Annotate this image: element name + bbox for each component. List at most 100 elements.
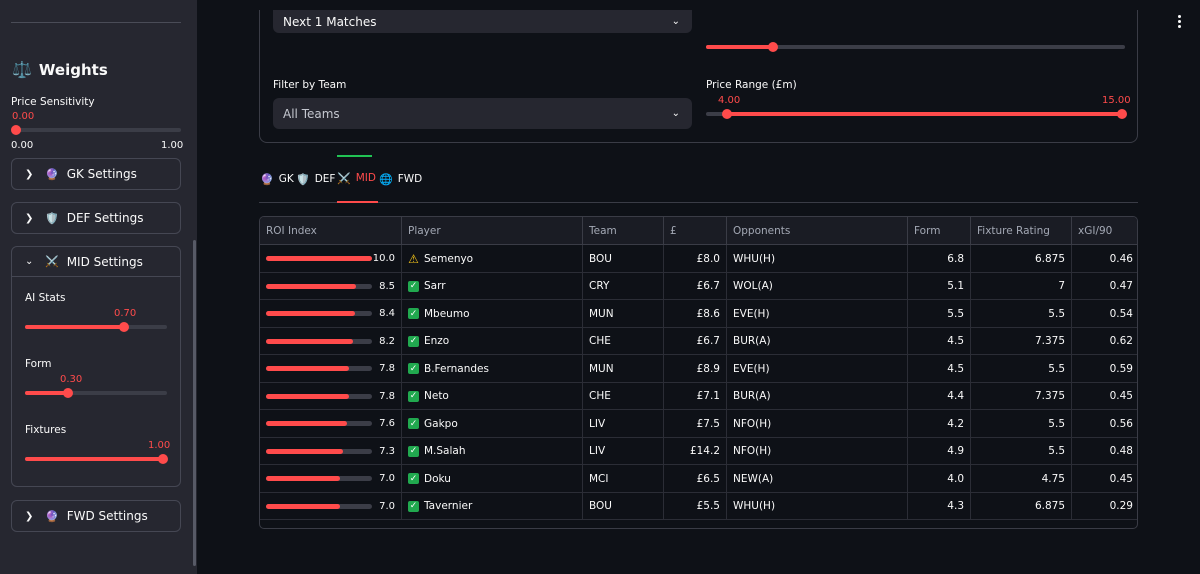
roi-cell: 7.0 xyxy=(260,492,402,520)
tab-mid[interactable]: ⚔️ MID xyxy=(337,155,378,203)
globe-icon: 🔮 xyxy=(45,509,59,523)
ai-stats-value: 0.70 xyxy=(114,308,137,319)
roi-value: 7.8 xyxy=(379,363,395,374)
roi-cell: 7.0 xyxy=(260,465,402,492)
price-cell: £8.6 xyxy=(664,300,727,327)
player-name: Gakpo xyxy=(424,417,458,430)
form-slider[interactable] xyxy=(25,388,167,398)
roi-value: 8.2 xyxy=(379,335,395,347)
col-opponents[interactable]: Opponents xyxy=(727,217,908,245)
def-settings-expander[interactable]: ❯ 🛡️ DEF Settings xyxy=(11,202,181,234)
tab-def[interactable]: 🛡️ DEF xyxy=(296,155,335,203)
opponents-cell: WHU(H) xyxy=(727,492,908,520)
purple-gem-icon: 🔮 xyxy=(45,167,59,181)
table-row[interactable]: 8.2 ✓ Enzo CHE £6.7 BUR(A) 4.5 7.375 0.62 xyxy=(260,327,1137,355)
roi-bar xyxy=(266,366,372,371)
slider-fill xyxy=(25,391,68,395)
roi-bar xyxy=(266,283,372,289)
crossed-swords-icon: ⚔️ xyxy=(337,171,351,185)
price-range-min-thumb[interactable] xyxy=(721,109,732,119)
roi-bar xyxy=(266,503,372,509)
table-row[interactable]: 8.5 ✓ Sarr CRY £6.7 WOL(A) 5.1 7 0.47 xyxy=(260,272,1137,300)
player-cell: ⚠ Semenyo xyxy=(402,245,583,272)
table-row[interactable]: 8.4 ✓ Mbeumo MUN £8.6 EVE(H) 5.5 5.5 0.54 xyxy=(260,300,1137,328)
col-player[interactable]: Player xyxy=(402,217,583,245)
price-range-max-thumb[interactable] xyxy=(1117,109,1127,119)
fixtures-thumb[interactable] xyxy=(158,454,168,464)
roi-bar xyxy=(266,338,372,344)
xgi-cell: 0.56 xyxy=(1109,417,1133,430)
gk-settings-expander[interactable]: ❯ 🔮 GK Settings xyxy=(11,158,181,190)
tab-gk[interactable]: 🔮 GK xyxy=(260,155,294,203)
roi-cell: 7.8 xyxy=(260,355,402,382)
main-content: Next 1 Matches ⌄ Filter by Team All Team… xyxy=(197,0,1200,574)
player-name: Doku xyxy=(424,472,451,485)
opponents-cell: NFO(H) xyxy=(727,437,908,465)
form-thumb[interactable] xyxy=(62,388,73,398)
fixture-rating-cell: 5.5 xyxy=(971,355,1072,382)
team-filter-label: Filter by Team xyxy=(273,79,347,91)
check-icon: ✓ xyxy=(408,500,419,512)
chevron-down-icon: ⌄ xyxy=(671,108,680,119)
col-fixture-rating[interactable]: Fixture Rating xyxy=(971,217,1072,245)
slider-fill xyxy=(25,325,125,329)
sidebar-scrollbar[interactable] xyxy=(193,240,196,566)
matches-range-slider[interactable] xyxy=(706,42,1125,52)
player-name: B.Fernandes xyxy=(424,362,489,375)
table-row[interactable]: 7.0 ✓ Tavernier BOU £5.5 WHU(H) 4.3 6.875 0.29 xyxy=(260,492,1137,520)
team-filter-select[interactable]: All Teams ⌄ xyxy=(273,98,692,129)
price-range-slider[interactable] xyxy=(706,109,1127,119)
check-icon: ✓ xyxy=(408,390,419,402)
filter-panel: Next 1 Matches ⌄ Filter by Team All Team… xyxy=(259,10,1138,143)
fixture-rating-cell: 7.375 xyxy=(971,382,1072,410)
col-roi-index[interactable]: ROI Index xyxy=(260,217,402,245)
fixtures-slider[interactable] xyxy=(25,454,168,464)
fixture-rating-cell: 7 xyxy=(971,272,1072,300)
roi-value: 7.3 xyxy=(379,445,395,457)
main-menu-button[interactable] xyxy=(1176,15,1182,28)
opponents-cell: EVE(H) xyxy=(727,355,908,382)
table-row[interactable]: 7.8 ✓ B.Fernandes MUN £8.9 EVE(H) 4.5 5.5 0.59 xyxy=(260,355,1137,383)
col-team[interactable]: Team xyxy=(583,217,664,245)
team-cell: CHE xyxy=(583,327,664,355)
gem-icon: 🔮 xyxy=(260,172,274,186)
tab-fwd[interactable]: 🌐 FWD xyxy=(379,155,422,203)
fwd-settings-expander[interactable]: ❯ 🔮 FWD Settings xyxy=(11,500,181,532)
form-cell: 4.5 xyxy=(908,327,971,355)
roi-bar-fill xyxy=(266,338,353,344)
ai-stats-slider[interactable] xyxy=(25,322,167,332)
table-row[interactable]: 7.6 ✓ Gakpo LIV £7.5 NFO(H) 4.2 5.5 0.56 xyxy=(260,410,1137,438)
roi-bar-fill xyxy=(266,256,372,261)
fwd-settings-label: FWD Settings xyxy=(66,509,148,523)
chevron-right-icon: ❯ xyxy=(25,212,34,224)
player-cell: ✓ B.Fernandes xyxy=(402,355,583,382)
col-xgi[interactable]: xGI/90 xyxy=(1078,225,1113,237)
fixture-rating-cell: 5.5 xyxy=(971,410,1072,437)
col-form[interactable]: Form xyxy=(908,217,971,245)
table-row[interactable]: 7.8 ✓ Neto CHE £7.1 BUR(A) 4.4 7.375 0.45 xyxy=(260,382,1137,410)
team-cell: CHE xyxy=(583,382,664,410)
opponents-cell: WHU(H) xyxy=(727,245,908,272)
shield-icon: 🛡️ xyxy=(45,211,59,225)
table-row[interactable]: 7.0 ✓ Doku MCI £6.5 NEW(A) 4.0 4.75 0.45 xyxy=(260,465,1137,493)
gk-settings-label: GK Settings xyxy=(66,167,137,181)
col-price[interactable]: £ xyxy=(664,217,727,245)
price-sensitivity-slider[interactable] xyxy=(11,125,181,135)
mid-settings-expander[interactable]: ⌄ ⚔️ MID Settings xyxy=(11,246,181,487)
mid-settings-label: MID Settings xyxy=(66,254,143,269)
price-sensitivity-max: 1.00 xyxy=(161,140,184,151)
roi-bar-fill xyxy=(266,448,344,454)
slider-fill xyxy=(726,112,1122,116)
check-icon: ✓ xyxy=(408,335,419,347)
table-row[interactable]: 10.0 ⚠ Semenyo BOU £8.0 WHU(H) 6.8 6.875 0.46 xyxy=(260,245,1137,273)
crossed-swords-icon: ⚔️ xyxy=(45,255,59,268)
fixture-rating-cell: 4.75 xyxy=(971,465,1072,492)
xgi-cell: 0.29 xyxy=(1109,500,1133,512)
matches-select[interactable]: Next 1 Matches ⌄ xyxy=(273,10,692,33)
table-row[interactable]: 7.3 ✓ M.Salah LIV £14.2 NFO(H) 4.9 5.5 0.48 xyxy=(260,437,1137,465)
matches-range-thumb[interactable] xyxy=(768,42,779,52)
price-sensitivity-thumb[interactable] xyxy=(11,125,21,135)
slider-fill xyxy=(706,45,774,49)
player-name: Mbeumo xyxy=(424,307,470,320)
ai-stats-thumb[interactable] xyxy=(119,322,130,332)
